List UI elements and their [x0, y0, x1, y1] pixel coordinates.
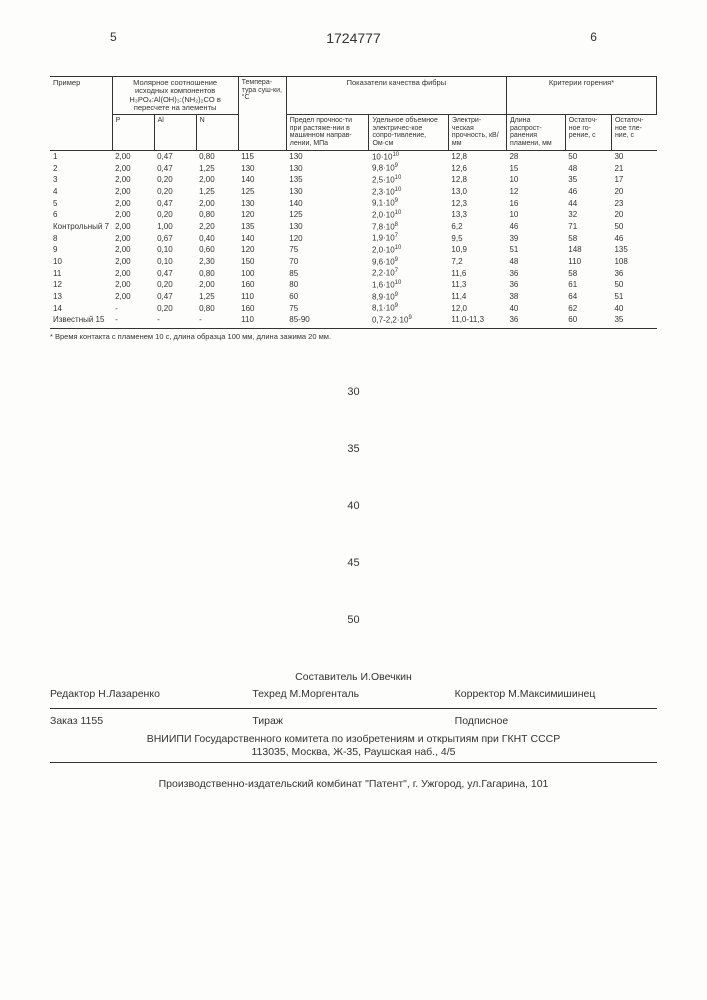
col-group-ratio: Молярное соотношение исходных компоненто…: [112, 77, 238, 115]
podpisnoe: Подписное: [455, 715, 657, 729]
col-n: N: [196, 115, 238, 151]
col-osttle: Остаточ-ное тле-ние, с: [611, 115, 656, 151]
col-example: Пример: [50, 77, 112, 151]
table-row: 12,000,470,8011513010·101012,8285030: [50, 150, 657, 162]
data-table: Пример Молярное соотношение исходных ком…: [50, 76, 657, 329]
redaktor: Редактор Н.Лазаренко: [50, 688, 252, 702]
col-elec: Электри-ческая прочность, кВ/мм: [448, 115, 506, 151]
col-al: Al: [154, 115, 196, 151]
sostavitel: Составитель И.Овечкин: [50, 671, 657, 685]
page-header: 5 1724777 6: [50, 30, 657, 46]
table-row: 42,000,201,251251302,3·101013,0124620: [50, 186, 657, 198]
zakaz: Заказ 1155: [50, 715, 252, 729]
table-row: 132,000,471,25110608,9·10911,4386451: [50, 291, 657, 303]
table-row: Контрольный 72,001,002,201351307,8·1086,…: [50, 221, 657, 233]
col-udel: Удельное объемное электричес-кое сопро-т…: [369, 115, 448, 151]
col-pred: Предел прочнос-ти при растяже-нии в маши…: [286, 115, 369, 151]
table-row: 32,000,202,001401352,5·101012,8103517: [50, 174, 657, 186]
col-p: P: [112, 115, 154, 151]
table-row: Известный 15---11085-900,7-2,2·10911,0-1…: [50, 314, 657, 328]
org-line1: ВНИИПИ Государственного комитета по изоб…: [50, 733, 657, 747]
org-line2: 113035, Москва, Ж-35, Раушская наб., 4/5: [50, 746, 657, 760]
table-row: 62,000,200,801201252,0·101013,3103220: [50, 209, 657, 221]
patent-number: 1724777: [326, 30, 381, 46]
col-ostgor: Остаточ-ное го-рение, с: [565, 115, 611, 151]
table-row: 122,000,202,00160801,6·101011,3366150: [50, 279, 657, 291]
col-temp: Темпера-тура суш-ки, °C: [238, 77, 286, 151]
publisher: Производственно-издательский комбинат "П…: [50, 778, 657, 792]
table-row: 22,000,471,251301309,8·10912,6154821: [50, 162, 657, 174]
credits-block: Составитель И.Овечкин Редактор Н.Лазарен…: [50, 671, 657, 792]
page-num-right: 6: [590, 30, 597, 46]
table-row: 92,000,100,60120752,0·101010,951148135: [50, 244, 657, 256]
table-row: 82,000,670,401401201,9·1079,5395846: [50, 232, 657, 244]
korrektor: Корректор М.Максимишинец: [455, 688, 657, 702]
tirazh: Тираж: [252, 715, 454, 729]
tehred: Техред М.Моргенталь: [252, 688, 454, 702]
table-row: 112,000,470,80100852,2·10711,6365836: [50, 267, 657, 279]
col-group-burn: Критерии горения*: [506, 77, 656, 115]
table-footnote: * Время контакта с пламенем 10 с, длина …: [50, 332, 657, 341]
col-group-quality: Показатели качества фибры: [286, 77, 506, 115]
page-num-left: 5: [110, 30, 117, 46]
line-markers: 30 35 40 45 50: [50, 386, 657, 626]
col-dlina: Длина распрост-ранения пламени, мм: [506, 115, 565, 151]
table-row: 52,000,472,001301409,1·10912,3164423: [50, 197, 657, 209]
table-row: 102,000,102,30150709,6·1097,248110108: [50, 256, 657, 268]
table-row: 14-0,200,80160758,1·10912,0406240: [50, 302, 657, 314]
